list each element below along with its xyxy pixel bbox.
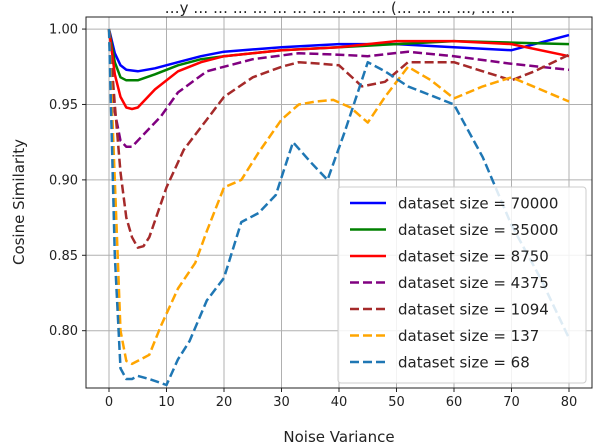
legend-label: dataset size = 8750 [398, 248, 549, 266]
y-tick-label: 0.85 [49, 249, 78, 264]
legend-label: dataset size = 4375 [398, 274, 549, 292]
x-axis-label: Noise Variance [283, 428, 394, 446]
x-tick-label: 10 [158, 395, 175, 410]
legend-label: dataset size = 137 [398, 327, 539, 345]
x-tick-label: 70 [503, 395, 520, 410]
y-tick-label: 0.80 [49, 324, 78, 339]
x-tick-label: 0 [105, 395, 113, 410]
x-tick-label: 60 [446, 395, 463, 410]
legend-label: dataset size = 68 [398, 354, 530, 372]
y-tick-label: 1.00 [49, 23, 78, 38]
y-axis-label: Cosine Similarity [10, 139, 28, 265]
x-tick-label: 40 [331, 395, 348, 410]
x-tick-label: 80 [561, 395, 578, 410]
legend-label: dataset size = 1094 [398, 301, 549, 319]
x-tick-label: 30 [273, 395, 290, 410]
x-tick-label: 20 [216, 395, 233, 410]
legend: dataset size = 70000 dataset size = 35000… [338, 187, 586, 383]
chart-title: …y … … … … … … … … … … (… … … …, … … [165, 0, 516, 17]
x-tick-label: 50 [388, 395, 405, 410]
legend-label: dataset size = 35000 [398, 221, 558, 239]
y-tick-label: 0.95 [49, 98, 78, 113]
legend-label: dataset size = 70000 [398, 195, 558, 213]
y-tick-label: 0.90 [49, 173, 78, 188]
